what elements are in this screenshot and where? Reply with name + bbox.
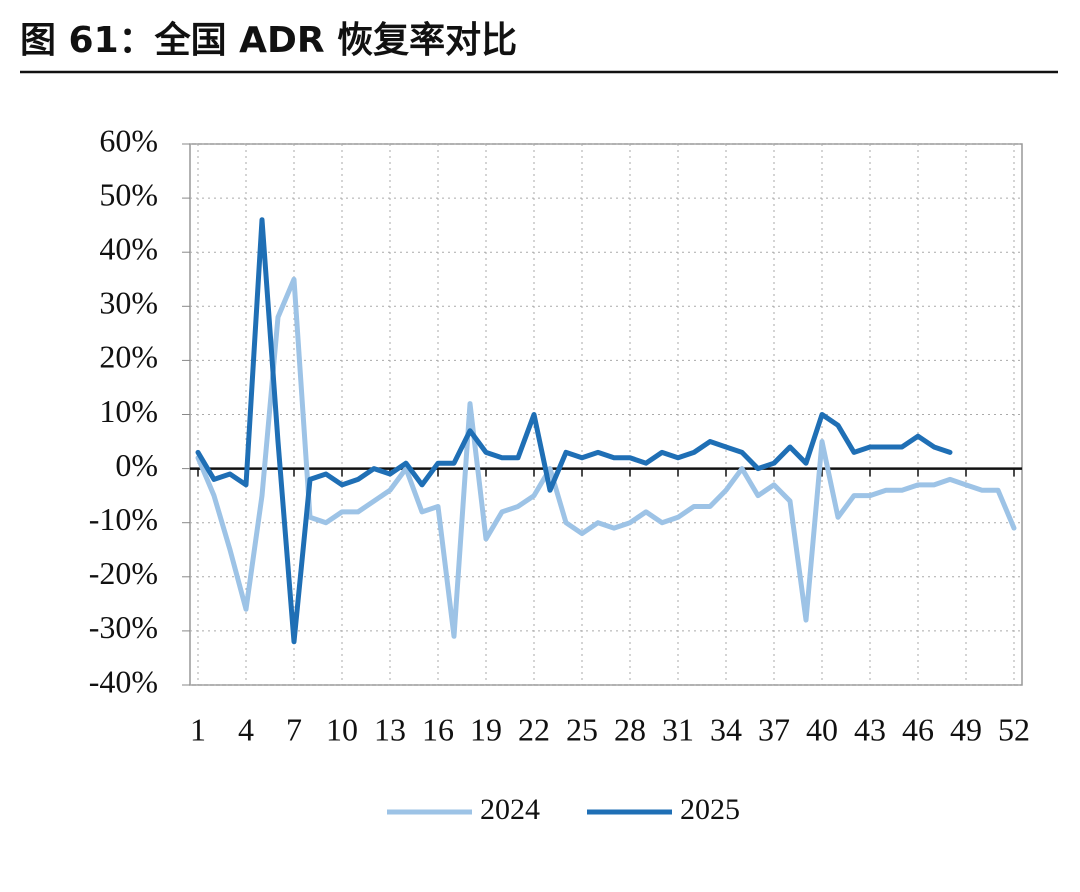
y-tick-label: 60%	[99, 122, 158, 158]
x-tick-label: 19	[470, 711, 502, 747]
x-tick-label: 37	[758, 711, 790, 747]
x-tick-label: 46	[902, 711, 934, 747]
y-tick-label: 10%	[99, 393, 158, 429]
x-tick-label: 49	[950, 711, 982, 747]
x-tick-label: 40	[806, 711, 838, 747]
x-tick-label: 22	[518, 711, 550, 747]
x-tick-label: 16	[422, 711, 454, 747]
x-tick-label: 13	[374, 711, 406, 747]
chart-title: 图 61：全国 ADR 恢复率对比	[20, 19, 517, 61]
legend-label: 2024	[480, 793, 540, 826]
x-tick-label: 43	[854, 711, 886, 747]
y-tick-label: -10%	[89, 501, 158, 537]
x-tick-label: 25	[566, 711, 598, 747]
x-tick-label: 34	[710, 711, 742, 747]
y-tick-label: -30%	[89, 609, 158, 645]
x-tick-label: 10	[326, 711, 358, 747]
y-tick-label: -40%	[89, 663, 158, 699]
y-tick-label: 30%	[99, 285, 158, 321]
x-tick-label: 1	[190, 711, 206, 747]
x-tick-label: 4	[238, 711, 254, 747]
y-tick-label: -20%	[89, 555, 158, 591]
x-tick-label: 7	[286, 711, 302, 747]
y-tick-label: 50%	[99, 176, 158, 212]
series-line	[195, 217, 953, 645]
series-line	[195, 276, 1017, 639]
y-tick-label: 40%	[99, 231, 158, 267]
x-tick-label: 52	[998, 711, 1030, 747]
y-tick-label: 20%	[99, 339, 158, 375]
y-tick-label: 0%	[115, 447, 158, 483]
legend-label: 2025	[680, 793, 740, 826]
x-tick-label: 28	[614, 711, 646, 747]
x-tick-label: 31	[662, 711, 694, 747]
